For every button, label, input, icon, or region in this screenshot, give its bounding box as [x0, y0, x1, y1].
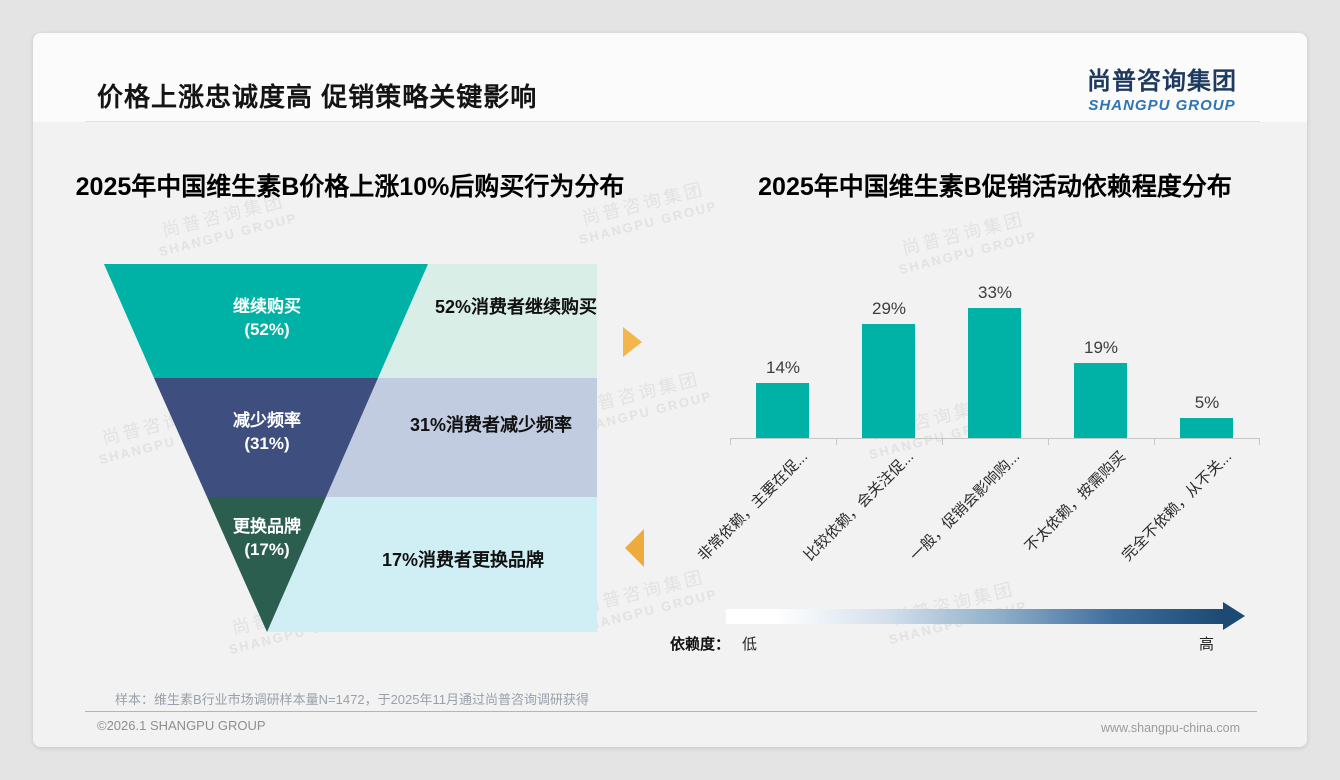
funnel-annotation-panel-3 [267, 497, 597, 632]
funnel-stage-label-1: 继续购买 (52%) [233, 297, 301, 339]
dependency-arrow-head-icon [1223, 602, 1245, 630]
dependency-gradient-arrow [726, 609, 1223, 624]
axis-tick [942, 439, 943, 445]
funnel-chart-title: 2025年中国维生素B价格上涨10%后购买行为分布 [75, 173, 625, 201]
bar-value-label: 5% [1194, 393, 1220, 412]
funnel-stage-1 [104, 264, 428, 378]
funnel-annotation-2: 31%消费者减少频率 [409, 415, 573, 435]
logo-english-text: SHANGPU GROUP [1088, 97, 1236, 114]
dependency-scale-label: 依赖度： [670, 636, 731, 653]
arrow-left-icon [625, 529, 644, 567]
axis-tick [836, 439, 837, 445]
footer-divider [85, 711, 1257, 712]
funnel-stage-label-2: 减少频率 (31%) [233, 411, 301, 453]
funnel-annotation-panel-2 [326, 378, 597, 497]
bar-fairly-dependent [862, 324, 915, 438]
arrow-right-icon [623, 327, 642, 357]
funnel-stage-2 [154, 378, 378, 497]
bar-not-dependent [1180, 418, 1233, 438]
bar-value-label: 14% [765, 358, 801, 377]
bar-chart-title: 2025年中国维生素B促销活动依赖程度分布 [758, 173, 1232, 201]
axis-tick [730, 439, 731, 445]
axis-tick [1048, 439, 1049, 445]
copyright-text: ©2026.1 SHANGPU GROUP [97, 718, 266, 733]
bar-less-dependent [1074, 363, 1127, 438]
website-url: www.shangpu-china.com [1101, 721, 1240, 735]
header-divider [85, 121, 1260, 122]
axis-tick [1259, 439, 1260, 445]
x-axis [730, 438, 1260, 439]
dependency-high-label: 高 [1199, 636, 1215, 653]
funnel-annotation-1: 52%消费者继续购买 [434, 297, 598, 317]
company-logo: 尚普咨询集团 SHANGPU GROUP [1087, 61, 1237, 114]
bar-value-label: 33% [977, 283, 1013, 302]
page-title: 价格上涨忠诚度高 促销策略关键影响 [97, 82, 538, 112]
funnel-stage-label-3: 更换品牌 (17%) [233, 517, 301, 559]
bar-neutral [968, 308, 1021, 438]
sample-note: 样本：维生素B行业市场调研样本量N=1472，于2025年11月通过尚普咨询调研… [115, 692, 589, 707]
funnel-annotation-3: 17%消费者更换品牌 [381, 550, 545, 570]
funnel-stage-3 [207, 497, 326, 632]
bar-very-dependent [756, 383, 809, 438]
dependency-low-label: 低 [742, 636, 758, 653]
funnel-annotation-panel-1 [378, 264, 597, 378]
funnel-chart [104, 264, 597, 632]
logo-chinese-text: 尚普咨询集团 [1087, 68, 1237, 95]
slide-card: 尚普咨询集团 SHANGPU GROUP 尚普咨询集团 SHANGPU GROU… [33, 33, 1307, 747]
bar-value-label: 29% [871, 299, 907, 318]
axis-tick [1154, 439, 1155, 445]
bar-value-label: 19% [1083, 338, 1119, 357]
